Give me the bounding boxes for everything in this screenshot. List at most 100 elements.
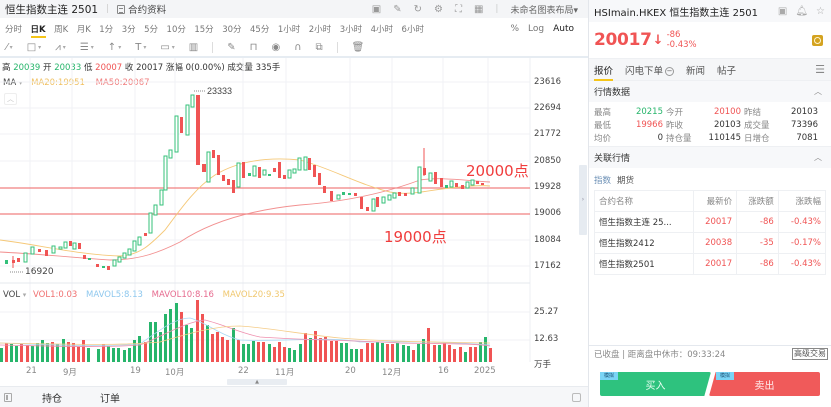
lock-icon[interactable]: ⊓ (249, 42, 258, 53)
open-value: 20033 (54, 63, 82, 73)
edit-icon[interactable]: ✎ (393, 3, 402, 15)
clock-icon[interactable] (812, 34, 823, 46)
period-tab[interactable]: 周K (54, 25, 69, 35)
auto-scale-toggle[interactable]: Auto (553, 24, 574, 34)
period-tab-active[interactable]: 日K (30, 25, 46, 38)
tab-positions[interactable]: 持仓 (42, 393, 62, 405)
chevron-up-icon[interactable]: ︿ (814, 87, 822, 96)
subtab-futures[interactable]: 期货 (617, 176, 635, 186)
save-icon[interactable]: ▣ (777, 5, 788, 17)
chevron-down-icon[interactable]: ▾ (18, 79, 23, 87)
magnet-icon[interactable]: ∩ (294, 42, 302, 53)
fullscreen-icon[interactable]: ⛶ (454, 3, 462, 15)
period-tab[interactable]: 1分 (99, 25, 114, 35)
y-tick: 22694 (534, 103, 562, 113)
annotation-20000[interactable]: 20000点 (466, 162, 529, 180)
period-tab[interactable]: 5分 (144, 25, 159, 35)
drawing-toolbar: ⁄ ▾ □ ▾ ⩘ ▾ ☰ ▾ ↑ ▾ T ▾ ▭ ▾ ▥ ✎ ⊓ ◉ ∩ ⧉ 🗑︎ (0, 39, 588, 58)
star-icon[interactable]: ☆ (816, 5, 825, 17)
cell-name: 恒生指数主连 25... (594, 211, 694, 233)
mavol5-value: MAVOL5:8.13 (86, 290, 143, 300)
contract-info-link[interactable]: 合约资料 (117, 2, 166, 16)
refresh-icon[interactable]: ↻ (413, 3, 422, 15)
vol-tick: 12.63 (534, 334, 559, 344)
related-quotes-header[interactable]: 关联行情 ︿ (589, 146, 831, 168)
period-tab[interactable]: 3小时 (339, 25, 363, 35)
rect-tool-icon[interactable]: □ ▾ (26, 42, 42, 53)
period-tab[interactable]: 3分 (121, 25, 136, 35)
period-tab[interactable]: 1小时 (277, 25, 301, 35)
candlestick-chart[interactable]: 23333 (0, 58, 588, 368)
x-tick: 16 (438, 366, 449, 376)
col-header[interactable]: 涨跌额 (736, 190, 779, 212)
x-tick: 12月 (382, 368, 402, 378)
subtab-index[interactable]: 指数 (594, 176, 612, 186)
advanced-trade-button[interactable]: 高级交易 (792, 348, 828, 360)
grid-layout-icon[interactable]: ▦ (473, 3, 484, 15)
y-tick: 21772 (534, 129, 562, 139)
quote-panel: HSImain.HKEX 恒生指数主连 2501 ▣ 🔔︎ ☆ 20017 ↓ … (588, 0, 831, 407)
period-tab[interactable]: 10分 (166, 25, 186, 35)
chart-screen-icon[interactable]: ▣ (371, 3, 382, 15)
scale-options: % Log Auto (510, 24, 588, 34)
collapse-legend-button[interactable]: ︿ (4, 93, 17, 105)
trash-icon[interactable]: 🗑︎ (351, 42, 365, 53)
layers-icon[interactable]: ⧉ (315, 42, 323, 53)
period-tab[interactable]: 4小时 (370, 25, 394, 35)
right-panel-toggle[interactable]: › (579, 165, 587, 235)
bell-icon[interactable]: 🔔︎ (795, 5, 809, 17)
chevron-down-icon[interactable]: ▾ (22, 291, 27, 299)
buy-button[interactable]: 买入 (600, 372, 711, 396)
cell-change: -86 (736, 253, 779, 275)
tab-posts[interactable]: 帖子 (717, 65, 737, 77)
settings-icon[interactable]: ⚙ (434, 3, 443, 15)
high-value: 20039 (13, 63, 41, 73)
period-tab[interactable]: 45分 (250, 25, 270, 35)
popout-icon[interactable] (572, 392, 581, 402)
x-tick: 21 (26, 366, 37, 376)
ma-label[interactable]: MA (3, 78, 17, 88)
table-row[interactable]: 恒生指数2412 20038 -35 -0.17% (594, 232, 827, 254)
tab-orders[interactable]: 订单 (100, 393, 120, 405)
cell-name: 恒生指数2412 (594, 232, 694, 254)
table-row[interactable]: 恒生指数2501 20017 -86 -0.43% (594, 253, 827, 275)
period-tab[interactable]: 月K (76, 25, 91, 35)
change-percent: -0.43% (666, 40, 697, 50)
fib-tool-icon[interactable]: ☰ ▾ (79, 42, 94, 53)
col-header[interactable]: 最新价 (692, 190, 738, 212)
label-tool-icon[interactable]: ▭ ▾ (160, 42, 175, 53)
period-tab[interactable]: 30分 (222, 25, 242, 35)
menu-icon[interactable]: ☰ (815, 63, 825, 76)
tab-news[interactable]: 新闻 (686, 65, 706, 77)
price-change: -86 -0.43% (667, 30, 697, 50)
col-header[interactable]: 涨跌幅 (777, 190, 827, 212)
log-scale-toggle[interactable]: Log (528, 24, 545, 34)
market-data-header[interactable]: 行情数据 ︿ (589, 80, 831, 102)
period-tab[interactable]: 6小时 (401, 25, 424, 35)
sidebar-toggle-icon[interactable] (4, 392, 12, 402)
panel-resize-handle[interactable]: ▲ (227, 379, 287, 385)
annotation-19000[interactable]: 19000点 (384, 228, 447, 246)
col-header[interactable]: 合约名称 (594, 190, 694, 212)
period-tab[interactable]: 2小时 (308, 25, 332, 35)
eye-icon[interactable]: ◉ (271, 42, 281, 53)
table-row[interactable]: 恒生指数主连 25... 20017 -86 -0.43% (594, 211, 827, 233)
x-tick: 11月 (275, 368, 295, 378)
chevron-up-icon[interactable]: ︿ (814, 153, 822, 162)
measure-tool-icon[interactable]: ▥ (188, 42, 199, 53)
cell-price: 20038 (692, 232, 738, 254)
period-tab[interactable]: 分时 (5, 25, 23, 35)
layout-dropdown[interactable]: 未命名图表布局▾ (510, 5, 578, 16)
vol-label[interactable]: VOL (3, 290, 21, 300)
text-tool-icon[interactable]: T ▾ (135, 42, 147, 53)
period-tab[interactable]: 15分 (194, 25, 214, 35)
pen-icon[interactable]: ✎ (227, 42, 236, 53)
tab-quote[interactable]: 报价 (594, 63, 614, 81)
pattern-tool-icon[interactable]: ⩘ ▾ (55, 42, 66, 53)
line-tool-icon[interactable]: ⁄ ▾ (6, 42, 13, 53)
market-row: 均价 0 持仓量 110145 日增仓 7081 (594, 131, 826, 144)
arrow-tool-icon[interactable]: ↑ ▾ (107, 42, 122, 53)
low-label: 低 (83, 63, 93, 73)
percent-scale-toggle[interactable]: % (510, 24, 520, 34)
tab-flash-order[interactable]: 闪电下单 − (625, 63, 675, 77)
